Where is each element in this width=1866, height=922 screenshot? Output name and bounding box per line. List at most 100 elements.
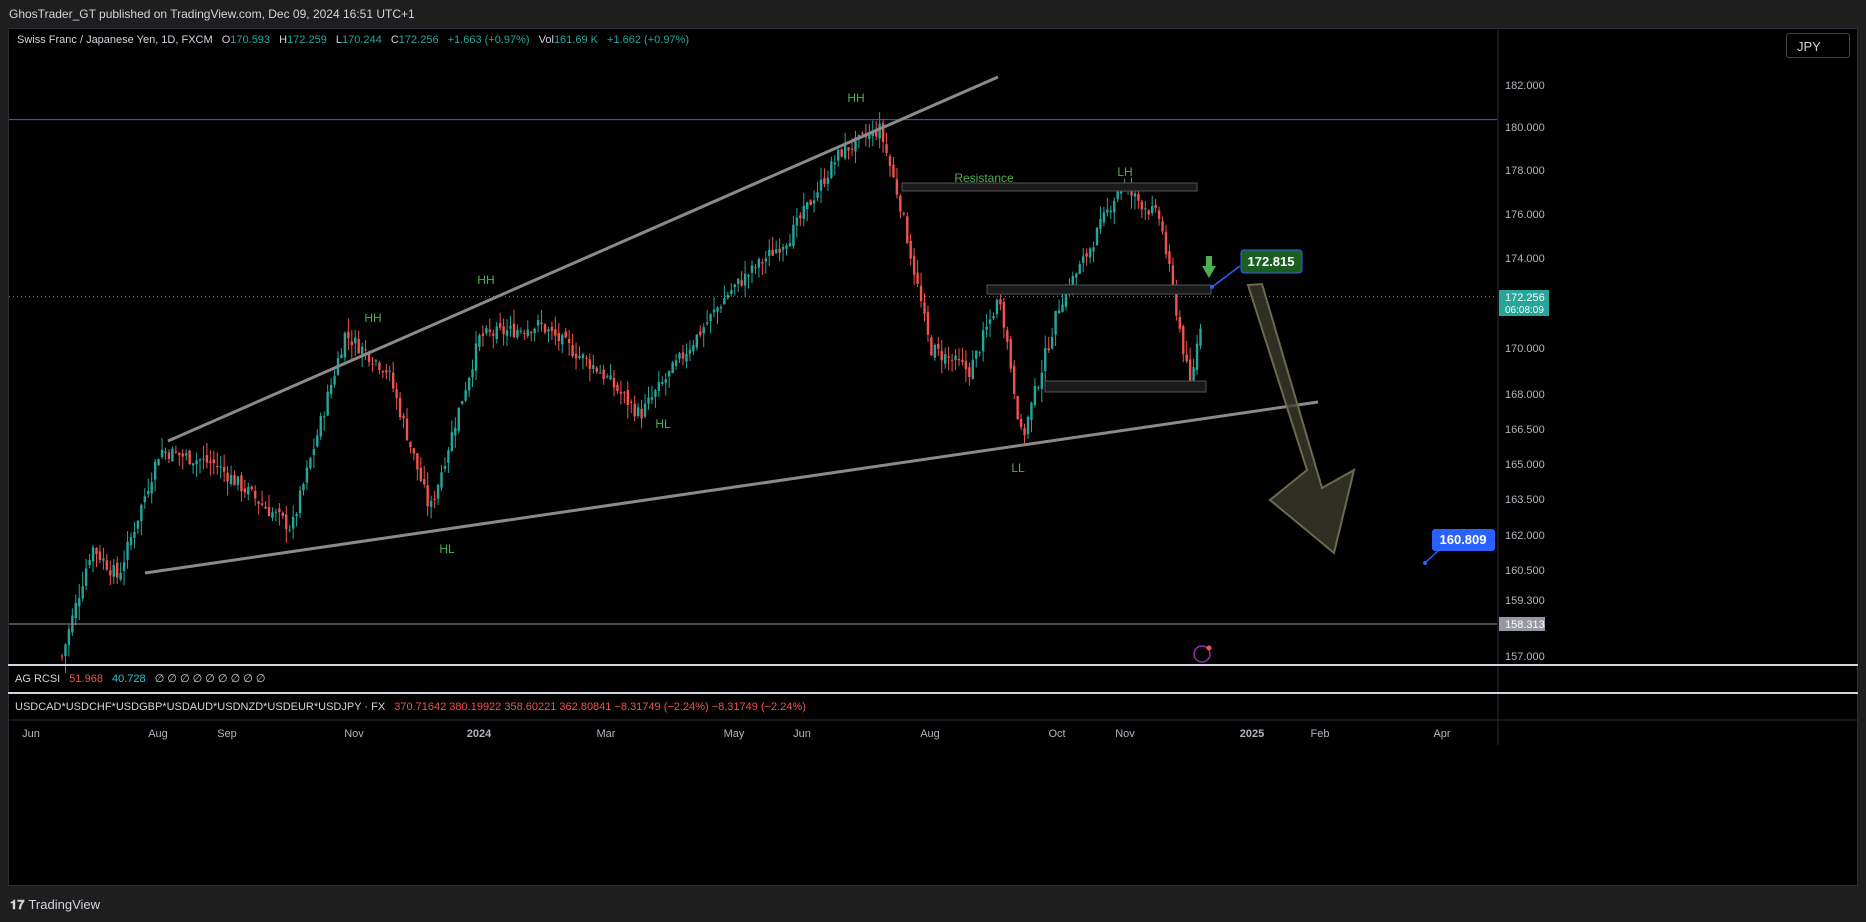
upper-trendline — [167, 75, 999, 443]
candle-body — [171, 448, 174, 462]
down-arrow-icon — [1202, 256, 1216, 278]
candle-body — [164, 451, 167, 454]
candle-body — [233, 474, 236, 486]
candle-body — [1030, 402, 1033, 420]
time-tick: Aug — [920, 728, 940, 740]
candle-body — [216, 465, 219, 467]
candle-body — [343, 332, 347, 358]
time-tick: Apr — [1433, 728, 1450, 740]
price-axis: 157.000 158.313 159.300 160.500 162.000 163.5… — [1497, 28, 1549, 745]
candle-body — [323, 416, 326, 418]
candle-body — [988, 319, 992, 324]
candle-body — [447, 450, 450, 463]
candle-body — [737, 278, 740, 284]
candle-body — [1054, 310, 1057, 335]
candle-body — [1192, 367, 1195, 384]
candle-body — [947, 356, 950, 358]
candle-body — [995, 299, 999, 315]
candle-body — [236, 476, 240, 486]
candle-body — [67, 629, 71, 645]
candle-body — [1106, 209, 1109, 213]
candle-body — [567, 338, 571, 344]
candle-body — [202, 458, 205, 460]
publish-header: GhosTrader_GT published on TradingView.c… — [0, 0, 1866, 28]
high-value: 172.259 — [287, 34, 327, 46]
candle-body — [212, 459, 215, 464]
candle-body — [1157, 210, 1161, 219]
candle-body — [443, 465, 447, 469]
candle-body — [1002, 302, 1006, 328]
candle-body — [195, 460, 198, 465]
vol-value: 161.69 K — [553, 34, 598, 46]
candle-body — [837, 149, 840, 161]
candle-body — [830, 161, 833, 178]
candle-body — [312, 449, 316, 456]
candle-body — [498, 323, 502, 328]
currency-button[interactable]: JPY — [1786, 33, 1850, 58]
candle-body — [1137, 194, 1140, 201]
fx-legend[interactable]: USDCAD*USDCHF*USDGBP*USDAUD*USDNZD*USDEU… — [15, 701, 806, 713]
structure-label: Resistance — [954, 171, 1014, 185]
candle-body — [516, 329, 519, 338]
pane-separator-2[interactable] — [8, 692, 1858, 694]
rcsi-legend[interactable]: AG RCSI 51.968 40.728 ∅ ∅ ∅ ∅ ∅ ∅ ∅ ∅ ∅ — [15, 672, 265, 685]
high-label: H — [279, 34, 288, 46]
candle-body — [274, 511, 278, 513]
target-value-2: 160.809 — [1440, 532, 1487, 547]
pane-separator[interactable] — [8, 664, 1858, 666]
candle-body — [912, 255, 916, 275]
candle-body — [619, 391, 623, 394]
candle-body — [550, 326, 554, 331]
candle-body — [657, 382, 661, 392]
candle-body — [257, 501, 260, 504]
candle-body — [592, 365, 595, 369]
candle-body — [902, 213, 905, 215]
candle-body — [595, 367, 598, 372]
symbol-legend[interactable]: Swiss Franc / Japanese Yen, 1D, FXCM O17… — [17, 34, 695, 46]
tradingview-logo[interactable]: 𝟏𝟕 TradingView — [10, 897, 100, 913]
candle-body — [778, 248, 781, 253]
rcsi-empty-values: ∅ ∅ ∅ ∅ ∅ ∅ ∅ ∅ ∅ — [154, 673, 266, 685]
candle-body — [799, 215, 802, 219]
candle-body — [892, 164, 895, 178]
candle-body — [436, 484, 440, 499]
candle-body — [488, 329, 491, 332]
candle-body — [485, 328, 488, 334]
candle-body — [250, 486, 253, 490]
structure-label: LH — [1117, 165, 1132, 179]
rcsi-name: AG RCSI — [15, 673, 61, 685]
candle-body — [574, 353, 578, 359]
candle-body — [464, 390, 467, 401]
structure-label: HH — [364, 311, 381, 325]
lower-trendline — [144, 400, 1319, 575]
candle-body — [578, 355, 581, 359]
candle-body — [1044, 348, 1047, 372]
candle-body — [740, 280, 743, 286]
current-price-tag: 172.256 — [1505, 292, 1545, 304]
candle-body — [771, 249, 774, 256]
candle-body — [526, 329, 529, 337]
price-tick: 180.000 — [1505, 122, 1545, 134]
structure-label: HH — [847, 91, 864, 105]
candle-body — [1085, 253, 1088, 257]
candle-body — [661, 382, 664, 384]
candle-body — [147, 491, 150, 495]
bearish-projection-arrow — [1246, 282, 1356, 555]
symbol-title: Swiss Franc / Japanese Yen, 1D, FXCM — [17, 34, 213, 46]
candle-body — [1188, 359, 1192, 384]
rcsi-value-2: 40.728 — [112, 673, 146, 685]
time-tick: Nov — [1115, 728, 1135, 740]
structure-label: HL — [439, 542, 455, 556]
price-tick: 170.000 — [1505, 343, 1545, 355]
candle-body — [267, 506, 271, 517]
candle-body — [812, 200, 816, 204]
candle-body — [1168, 251, 1171, 264]
candle-body — [457, 407, 460, 432]
candle-body — [699, 331, 702, 336]
candle-body — [599, 372, 602, 374]
candle-body — [733, 284, 736, 288]
candle-body — [899, 195, 902, 212]
candle-body — [854, 137, 857, 152]
candle-body — [643, 403, 647, 417]
